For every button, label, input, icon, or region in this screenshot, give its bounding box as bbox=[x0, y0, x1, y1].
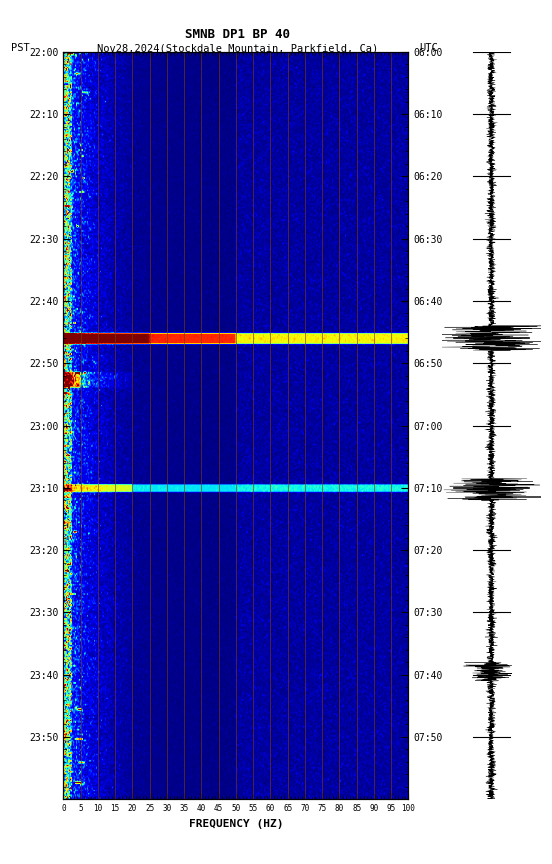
Text: Nov28,2024(Stockdale Mountain, Parkfield, Ca): Nov28,2024(Stockdale Mountain, Parkfield… bbox=[97, 43, 378, 54]
Text: SMNB DP1 BP 40: SMNB DP1 BP 40 bbox=[185, 28, 290, 41]
Text: PST: PST bbox=[11, 43, 30, 54]
X-axis label: FREQUENCY (HZ): FREQUENCY (HZ) bbox=[189, 818, 283, 829]
Text: UTC: UTC bbox=[420, 43, 438, 54]
